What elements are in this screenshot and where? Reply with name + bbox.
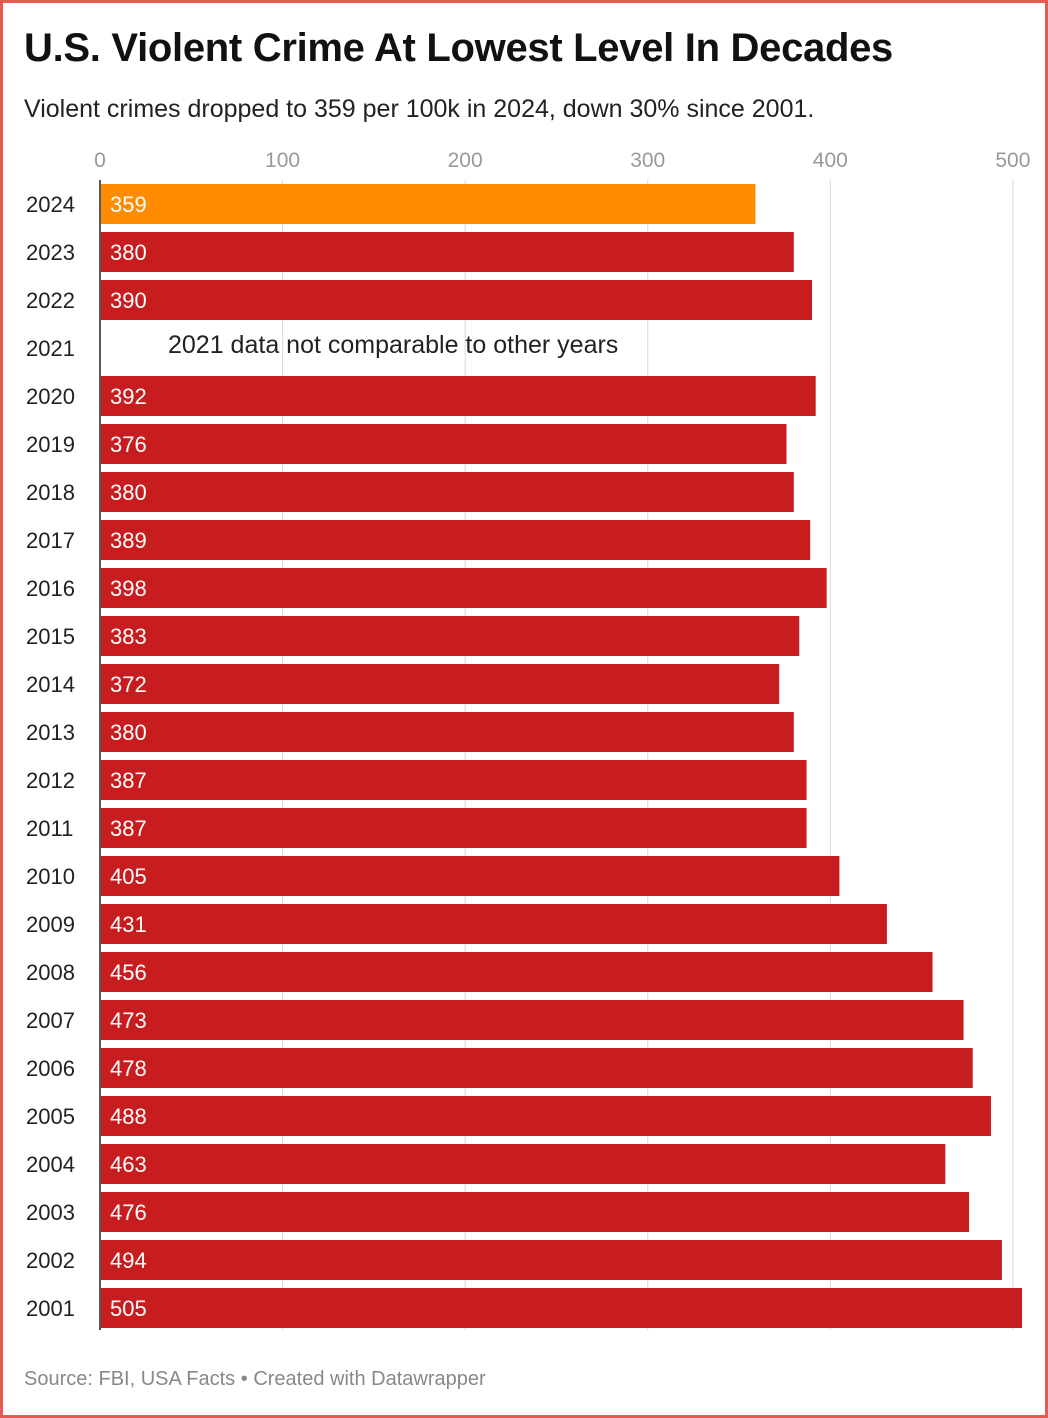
- value-label: 476: [110, 1200, 147, 1225]
- category-label: 2012: [26, 768, 75, 793]
- category-labels: 2024 2023 2022 2021 2020 2019 2018 2017 2016 2015…: [26, 192, 75, 1321]
- category-label: 2024: [26, 192, 75, 217]
- x-tick-label: 200: [448, 149, 483, 172]
- value-label: 398: [110, 576, 147, 601]
- footer-credit: Created with Datawrapper: [253, 1368, 486, 1390]
- bar-2018: [101, 472, 794, 512]
- bar-2010: [101, 856, 840, 896]
- grid-lines: [282, 180, 1014, 1330]
- bar-2005: [101, 1096, 991, 1136]
- value-label: 488: [110, 1104, 147, 1129]
- category-label: 2010: [26, 864, 75, 889]
- x-tick-label: 400: [813, 149, 848, 172]
- category-label: 2004: [26, 1152, 75, 1177]
- bar-2016: [101, 568, 827, 608]
- bar-2019: [101, 424, 787, 464]
- value-label: 456: [110, 960, 147, 985]
- bar-2022: [101, 280, 813, 320]
- category-label: 2018: [26, 480, 75, 505]
- bar-2007: [101, 1000, 964, 1040]
- bar-2001: [101, 1288, 1022, 1328]
- bar-2002: [101, 1240, 1002, 1280]
- bar-2004: [101, 1144, 946, 1184]
- x-tick-label: 0: [94, 149, 106, 172]
- bar-2023: [101, 232, 794, 272]
- value-label: 359: [110, 192, 147, 217]
- bar-2011: [101, 808, 807, 848]
- value-label: 473: [110, 1008, 147, 1033]
- value-label: 372: [110, 672, 147, 697]
- chart-subtitle: Violent crimes dropped to 359 per 100k i…: [24, 95, 815, 123]
- category-label: 2003: [26, 1200, 75, 1225]
- x-axis-ticks: 0 100 200 300 400 500: [94, 149, 1030, 172]
- chart-title: U.S. Violent Crime At Lowest Level In De…: [24, 26, 893, 70]
- category-label: 2021: [26, 336, 75, 361]
- category-label: 2009: [26, 912, 75, 937]
- value-label: 463: [110, 1152, 147, 1177]
- annotations: 2021 data not comparable to other years: [168, 331, 618, 359]
- bar-2017: [101, 520, 811, 560]
- x-tick-label: 300: [630, 149, 665, 172]
- value-label: 376: [110, 432, 147, 457]
- bar-2009: [101, 904, 887, 944]
- bar-2014: [101, 664, 780, 704]
- bar-2020: [101, 376, 816, 416]
- category-label: 2016: [26, 576, 75, 601]
- value-label: 380: [110, 720, 147, 745]
- bar-2008: [101, 952, 933, 992]
- footer: Source: FBI, USA Facts • Created with Da…: [24, 1368, 486, 1391]
- category-label: 2005: [26, 1104, 75, 1129]
- value-label: 387: [110, 768, 147, 793]
- value-label: 387: [110, 816, 147, 841]
- value-label: 380: [110, 240, 147, 265]
- category-label: 2014: [26, 672, 75, 697]
- category-label: 2020: [26, 384, 75, 409]
- value-label: 405: [110, 864, 147, 889]
- bar-2013: [101, 712, 794, 752]
- category-label: 2007: [26, 1008, 75, 1033]
- category-label: 2017: [26, 528, 75, 553]
- category-label: 2023: [26, 240, 75, 265]
- value-label: 392: [110, 384, 147, 409]
- category-label: 2019: [26, 432, 75, 457]
- bars: [101, 184, 1022, 1328]
- category-label: 2002: [26, 1248, 75, 1273]
- bar-2015: [101, 616, 800, 656]
- x-tick-label: 100: [265, 149, 300, 172]
- category-label: 2006: [26, 1056, 75, 1081]
- value-labels: 359 380 390 392 376 380 389 398 383 372 380 387 387 4…: [110, 192, 147, 1321]
- footer-source: Source: FBI, USA Facts: [24, 1368, 236, 1390]
- value-label: 431: [110, 912, 147, 937]
- bar-2024: [101, 184, 756, 224]
- value-label: 494: [110, 1248, 147, 1273]
- x-tick-label: 500: [995, 149, 1030, 172]
- bar-2003: [101, 1192, 970, 1232]
- category-label: 2008: [26, 960, 75, 985]
- category-label: 2011: [26, 816, 73, 841]
- footer-separator: •: [240, 1368, 248, 1390]
- bar-2006: [101, 1048, 973, 1088]
- value-label: 380: [110, 480, 147, 505]
- category-label: 2022: [26, 288, 75, 313]
- value-label: 478: [110, 1056, 147, 1081]
- value-label: 505: [110, 1296, 147, 1321]
- bar-2012: [101, 760, 807, 800]
- category-label: 2015: [26, 624, 75, 649]
- annotation-label: 2021 data not comparable to other years: [168, 331, 618, 359]
- value-label: 390: [110, 288, 147, 313]
- value-label: 383: [110, 624, 147, 649]
- category-label: 2001: [26, 1296, 75, 1321]
- category-label: 2013: [26, 720, 75, 745]
- value-label: 389: [110, 528, 147, 553]
